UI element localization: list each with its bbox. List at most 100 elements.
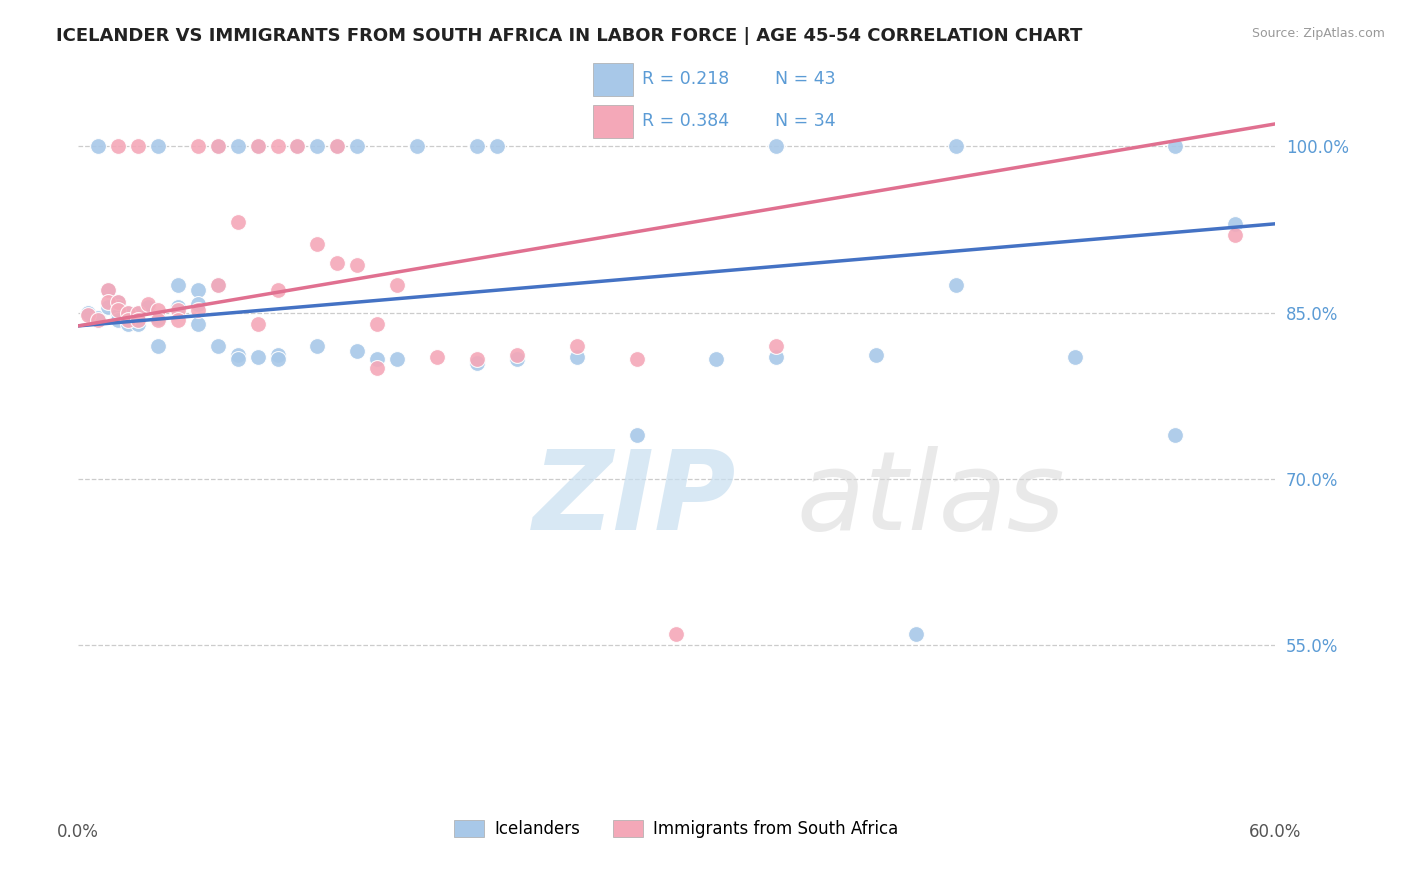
Point [665,627,688,641]
Point [765,339,787,353]
Point [326,139,349,153]
Point [166,313,188,327]
Point [246,317,269,331]
Point [166,303,188,318]
Point [127,139,149,153]
Point [187,297,209,311]
Point [506,348,529,362]
Point [1064,350,1087,364]
Point [307,236,329,251]
Point [1223,217,1246,231]
Point [107,294,129,309]
Point [117,317,139,331]
Point [207,339,229,353]
Point [266,284,288,298]
Point [87,139,110,153]
Point [485,139,508,153]
Point [465,352,488,367]
Point [945,277,967,292]
Point [136,300,159,314]
Point [117,305,139,319]
Point [1164,427,1187,442]
Point [565,350,588,364]
Point [97,294,120,309]
Point [287,139,309,153]
Point [366,361,388,376]
Point [226,139,249,153]
Point [207,139,229,153]
Point [166,277,188,292]
Point [107,294,129,309]
Bar [593,63,633,95]
Point [266,139,288,153]
Point [465,355,488,369]
Point [136,297,159,311]
Point [146,303,169,318]
Point [387,277,409,292]
Point [187,317,209,331]
Point [287,139,309,153]
Point [266,348,288,362]
Point [307,339,329,353]
Point [146,339,169,353]
Point [127,317,149,331]
Point [207,277,229,292]
Point [117,313,139,327]
Text: N = 43: N = 43 [775,70,837,88]
Point [187,284,209,298]
Point [107,308,129,322]
Point [366,317,388,331]
Point [146,313,169,327]
Text: R = 0.218: R = 0.218 [643,70,730,88]
Point [1223,227,1246,242]
Point [307,139,329,153]
Point [187,139,209,153]
Point [387,352,409,367]
Point [166,300,188,314]
Point [187,303,209,318]
Point [426,350,449,364]
Point [1164,139,1187,153]
Point [945,139,967,153]
Point [704,352,727,367]
Point [406,139,429,153]
Point [77,305,100,319]
Point [107,313,129,327]
Text: Source: ZipAtlas.com: Source: ZipAtlas.com [1251,27,1385,40]
Point [326,139,349,153]
Point [207,139,229,153]
Point [146,311,169,326]
Point [326,255,349,269]
Point [97,300,120,314]
Point [626,352,648,367]
Point [565,339,588,353]
Text: R = 0.384: R = 0.384 [643,112,730,130]
Point [226,214,249,228]
Point [127,313,149,327]
Bar [593,105,633,138]
Point [87,313,110,327]
Point [207,277,229,292]
Point [127,305,149,319]
Point [117,305,139,319]
Text: ZIP: ZIP [533,446,737,553]
Point [77,308,100,322]
Point [107,139,129,153]
Point [87,311,110,326]
Point [146,139,169,153]
Point [465,139,488,153]
Point [366,352,388,367]
Point [346,139,368,153]
Point [107,303,129,318]
Point [97,284,120,298]
Point [246,139,269,153]
Text: N = 34: N = 34 [775,112,837,130]
Point [246,350,269,364]
Point [266,352,288,367]
Legend: Icelanders, Immigrants from South Africa: Icelanders, Immigrants from South Africa [447,813,905,845]
Text: atlas: atlas [796,446,1064,553]
Text: ICELANDER VS IMMIGRANTS FROM SOUTH AFRICA IN LABOR FORCE | AGE 45-54 CORRELATION: ICELANDER VS IMMIGRANTS FROM SOUTH AFRIC… [56,27,1083,45]
Point [246,139,269,153]
Point [765,350,787,364]
Point [506,352,529,367]
